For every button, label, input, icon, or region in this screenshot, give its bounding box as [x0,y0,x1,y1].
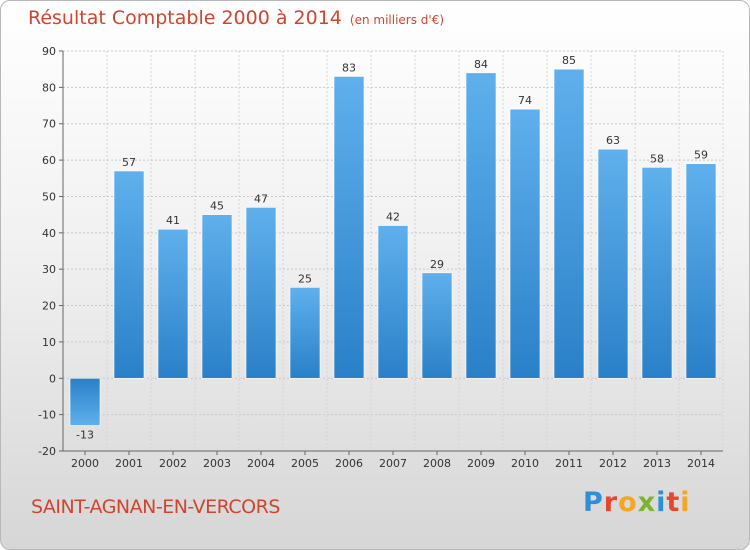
x-tick-label: 2005 [291,457,319,470]
bar-2012 [597,148,629,379]
value-label: 41 [166,214,180,227]
x-tick-label: 2012 [599,457,627,470]
value-label: 29 [430,258,444,271]
x-tick-label: 2003 [203,457,231,470]
value-label: -13 [76,429,94,442]
x-tick-label: 2002 [159,457,187,470]
y-tick-label: 0 [49,372,56,385]
value-label: 47 [254,192,268,205]
logo-letter: r [603,487,619,518]
x-tick-label: 2001 [115,457,143,470]
x-tick-label: 2007 [379,457,407,470]
y-tick-label: 60 [42,154,56,167]
bar-2005 [289,287,321,379]
y-tick-label: 90 [42,45,56,58]
bar-2004 [245,207,277,379]
value-label: 85 [562,54,576,67]
value-label: 59 [694,149,708,162]
y-tick-label: -10 [38,409,56,422]
x-tick-label: 2000 [71,457,99,470]
bars [69,68,717,426]
x-tick-label: 2014 [687,457,715,470]
y-tick-label: 40 [42,227,56,240]
labels: -20 -10 0 10 20 30 40 50 60 70 80 90 -13 2000 57 2001 41… [38,45,715,470]
proxiti-logo: Proxiti [583,487,691,518]
axes [59,50,723,455]
bar-2001 [113,170,145,379]
value-label: 25 [298,272,312,285]
value-label: 42 [386,211,400,224]
bar-2000 [69,377,101,426]
value-label: 83 [342,61,356,74]
bar-2006 [333,76,365,379]
logo-letter: i [680,487,691,518]
x-tick-label: 2008 [423,457,451,470]
y-tick-label: -20 [38,445,56,458]
logo-letter: i [656,487,667,518]
bar-2013 [641,167,673,379]
y-tick-label: 50 [42,190,56,203]
y-tick-label: 80 [42,81,56,94]
title-block: Résultat Comptable 2000 à 2014 (en millie… [28,7,444,29]
logo-letter: o [618,487,638,518]
bar-2009 [465,72,497,379]
x-tick-label: 2013 [643,457,671,470]
x-tick-label: 2011 [555,457,583,470]
x-tick-label: 2009 [467,457,495,470]
chart-subtitle: (en milliers d'€) [349,13,445,27]
value-label: 45 [210,200,224,213]
bar-2010 [509,108,541,379]
y-tick-label: 10 [42,336,56,349]
town-name: SAINT-AGNAN-EN-VERCORS [31,496,280,518]
bar-2003 [201,214,233,379]
bar-2008 [421,272,453,379]
bar-2002 [157,228,189,379]
bar-2011 [553,68,585,379]
y-tick-label: 20 [42,300,56,313]
x-tick-label: 2010 [511,457,539,470]
logo-letter: x [637,487,657,518]
bar-2007 [377,225,409,379]
y-tick-label: 70 [42,118,56,131]
logo-letter: P [583,487,604,518]
value-label: 74 [518,94,532,107]
bar-2014 [685,163,717,379]
x-tick-label: 2006 [335,457,363,470]
y-tick-label: 30 [42,263,56,276]
logo-letter: t [666,487,681,518]
value-label: 58 [650,152,664,165]
value-label: 57 [122,156,136,169]
chart-title: Résultat Comptable 2000 à 2014 [28,7,342,29]
x-tick-label: 2004 [247,457,275,470]
value-label: 84 [474,58,488,71]
value-label: 63 [606,134,620,147]
